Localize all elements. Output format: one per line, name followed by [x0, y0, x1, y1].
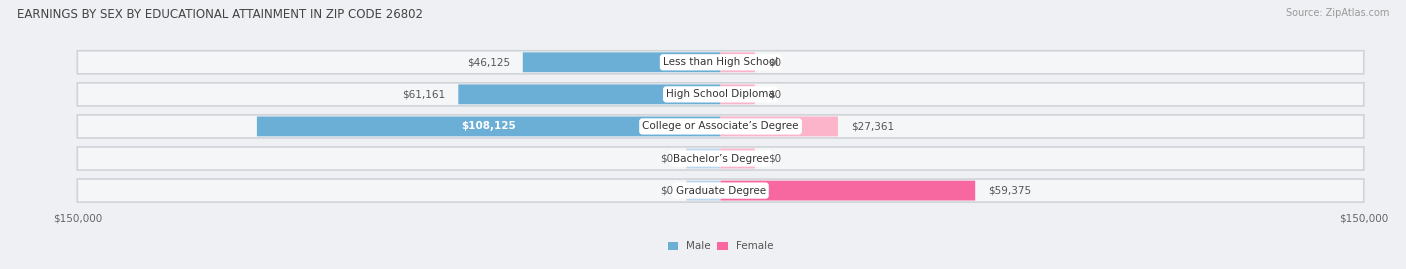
Legend: Male, Female: Male, Female — [668, 241, 773, 251]
Text: College or Associate’s Degree: College or Associate’s Degree — [643, 121, 799, 132]
Text: Bachelor’s Degree: Bachelor’s Degree — [672, 154, 769, 164]
Text: $61,161: $61,161 — [402, 89, 446, 99]
FancyBboxPatch shape — [257, 116, 721, 136]
Text: $0: $0 — [661, 154, 673, 164]
FancyBboxPatch shape — [77, 51, 1364, 74]
FancyBboxPatch shape — [721, 116, 838, 136]
Text: High School Diploma: High School Diploma — [666, 89, 775, 99]
Text: $0: $0 — [768, 57, 780, 67]
FancyBboxPatch shape — [77, 115, 1364, 138]
Text: $59,375: $59,375 — [988, 186, 1031, 196]
FancyBboxPatch shape — [686, 181, 721, 200]
Text: Graduate Degree: Graduate Degree — [675, 186, 766, 196]
FancyBboxPatch shape — [721, 148, 755, 168]
Text: $0: $0 — [661, 186, 673, 196]
Text: EARNINGS BY SEX BY EDUCATIONAL ATTAINMENT IN ZIP CODE 26802: EARNINGS BY SEX BY EDUCATIONAL ATTAINMEN… — [17, 8, 423, 21]
Text: $27,361: $27,361 — [851, 121, 894, 132]
Text: $108,125: $108,125 — [461, 121, 516, 132]
Text: $0: $0 — [768, 154, 780, 164]
Text: $0: $0 — [768, 89, 780, 99]
FancyBboxPatch shape — [77, 179, 1364, 202]
FancyBboxPatch shape — [458, 84, 721, 104]
FancyBboxPatch shape — [686, 148, 721, 168]
FancyBboxPatch shape — [77, 83, 1364, 106]
FancyBboxPatch shape — [721, 181, 976, 200]
Text: Less than High School: Less than High School — [664, 57, 778, 67]
Text: Source: ZipAtlas.com: Source: ZipAtlas.com — [1285, 8, 1389, 18]
FancyBboxPatch shape — [721, 84, 755, 104]
FancyBboxPatch shape — [523, 52, 721, 72]
Text: $46,125: $46,125 — [467, 57, 510, 67]
FancyBboxPatch shape — [721, 52, 755, 72]
FancyBboxPatch shape — [77, 147, 1364, 170]
